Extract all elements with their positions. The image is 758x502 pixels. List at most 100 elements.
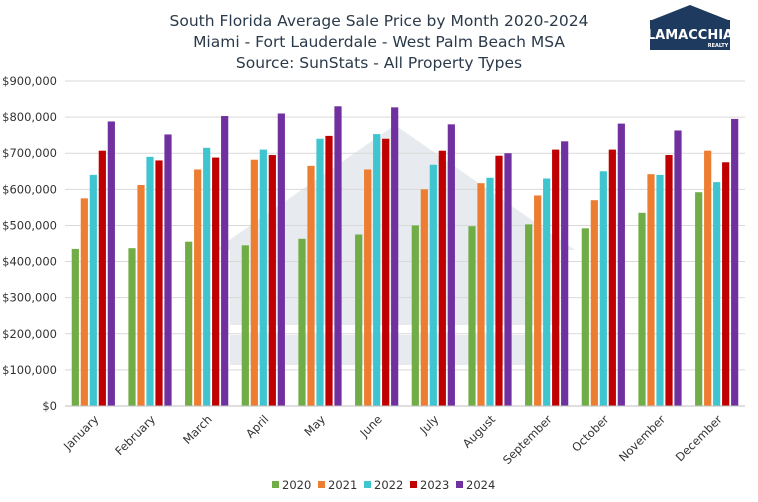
bar-2024-july xyxy=(447,124,455,406)
y-tick-label: $700,000 xyxy=(2,146,57,160)
bar-2021-january xyxy=(80,198,88,406)
title-line-3: Source: SunStats - All Property Types xyxy=(236,54,522,72)
logo-tagline: REALTY xyxy=(708,43,729,49)
bar-2021-october xyxy=(590,200,598,406)
x-category-label: January xyxy=(60,412,102,454)
x-category-label: April xyxy=(243,412,271,440)
bar-2020-february xyxy=(128,248,136,406)
x-category-label: February xyxy=(112,412,158,458)
x-category-label: June xyxy=(356,412,384,440)
bar-2021-june xyxy=(364,169,372,406)
bar-2020-april xyxy=(241,245,249,406)
bar-2023-february xyxy=(155,160,163,406)
bar-2023-december xyxy=(722,162,730,406)
legend-label-2022: 2022 xyxy=(374,478,403,492)
bar-2023-march xyxy=(212,157,220,406)
bar-2024-may xyxy=(334,106,342,406)
bar-2024-february xyxy=(164,134,172,406)
bar-2024-march xyxy=(221,116,229,406)
bar-2024-november xyxy=(674,130,682,406)
y-tick-label: $800,000 xyxy=(2,110,57,124)
bar-2022-may xyxy=(316,138,324,406)
bar-2024-april xyxy=(277,113,285,406)
legend-label-2020: 2020 xyxy=(282,478,311,492)
bar-2021-november xyxy=(647,174,655,406)
legend-swatch-2023 xyxy=(410,481,417,488)
bar-2024-december xyxy=(731,118,739,407)
bar-2023-january xyxy=(98,150,106,406)
y-tick-label: $500,000 xyxy=(2,218,57,232)
y-tick-label: $200,000 xyxy=(2,327,57,341)
bar-2023-november xyxy=(665,155,673,406)
bar-2020-november xyxy=(638,212,646,406)
bar-2021-august xyxy=(477,183,485,406)
x-category-label: September xyxy=(500,412,555,467)
bar-2022-march xyxy=(203,147,211,406)
legend-label-2024: 2024 xyxy=(466,478,495,492)
logo-name: LAMACCHIA xyxy=(647,28,733,43)
bar-2022-august xyxy=(486,177,494,406)
bar-2022-january xyxy=(89,174,97,406)
bar-2023-august xyxy=(495,155,503,406)
bar-2020-june xyxy=(355,234,363,406)
y-axis-ticks: $0 $100,000 $200,000 $300,000 $400,000 $500,0… xyxy=(2,74,57,413)
bar-2022-december xyxy=(713,182,721,406)
bar-2024-september xyxy=(561,141,569,406)
legend-label-2023: 2023 xyxy=(420,478,449,492)
x-category-label: July xyxy=(416,412,441,437)
x-category-label: August xyxy=(460,412,499,451)
y-tick-label: $300,000 xyxy=(2,291,57,305)
y-tick-label: $100,000 xyxy=(2,363,57,377)
title-line-2: Miami - Fort Lauderdale - West Palm Beac… xyxy=(193,33,565,51)
bar-2020-january xyxy=(71,248,79,406)
legend-swatch-2022 xyxy=(364,481,371,488)
bar-2020-october xyxy=(581,228,589,406)
x-category-label: November xyxy=(616,412,668,464)
y-tick-label: $900,000 xyxy=(2,74,57,88)
bar-2024-october xyxy=(617,123,625,407)
bar-2023-may xyxy=(325,135,333,406)
logo-box xyxy=(650,20,730,50)
legend-swatch-2021 xyxy=(318,481,325,488)
bar-2021-july xyxy=(420,189,428,406)
legend-swatch-2024 xyxy=(456,481,463,488)
bar-2021-may xyxy=(307,165,315,406)
bar-2023-september xyxy=(552,149,560,407)
bars xyxy=(71,106,739,407)
legend-swatch-2020 xyxy=(272,481,279,488)
bar-2022-june xyxy=(373,134,381,406)
bar-2020-december xyxy=(695,192,703,406)
bar-2020-september xyxy=(525,224,533,406)
bar-2021-march xyxy=(194,169,202,406)
bar-2023-july xyxy=(438,150,446,406)
bar-2022-september xyxy=(543,178,551,406)
bar-2024-august xyxy=(504,153,512,406)
x-category-label: March xyxy=(180,412,215,447)
bar-2023-june xyxy=(382,138,390,406)
bar-2022-november xyxy=(656,174,664,406)
y-tick-label: $0 xyxy=(42,399,57,413)
bar-2024-january xyxy=(107,121,115,406)
legend-label-2021: 2021 xyxy=(328,478,357,492)
bar-2023-april xyxy=(268,155,276,406)
bar-2020-march xyxy=(185,241,193,406)
title-line-1: South Florida Average Sale Price by Mont… xyxy=(170,12,589,30)
bar-2021-september xyxy=(534,195,542,406)
x-category-label: May xyxy=(301,412,328,439)
bar-2022-july xyxy=(429,164,437,406)
bar-2020-august xyxy=(468,226,476,406)
gridlines xyxy=(65,80,745,371)
bar-2020-july xyxy=(411,225,419,406)
bar-2022-october xyxy=(599,171,607,406)
legend: 2020 2021 2022 2023 2024 xyxy=(272,478,495,492)
bar-2023-october xyxy=(608,149,616,407)
bar-2020-may xyxy=(298,238,306,406)
bar-2022-february xyxy=(146,156,154,406)
x-category-label: October xyxy=(569,412,612,455)
bar-2021-december xyxy=(704,150,712,406)
lamacchia-logo: LAMACCHIA REALTY xyxy=(647,5,733,50)
x-category-label: December xyxy=(673,412,725,464)
bar-2022-april xyxy=(259,149,267,407)
x-axis-categories: January February March April May June July Augu… xyxy=(60,412,725,467)
